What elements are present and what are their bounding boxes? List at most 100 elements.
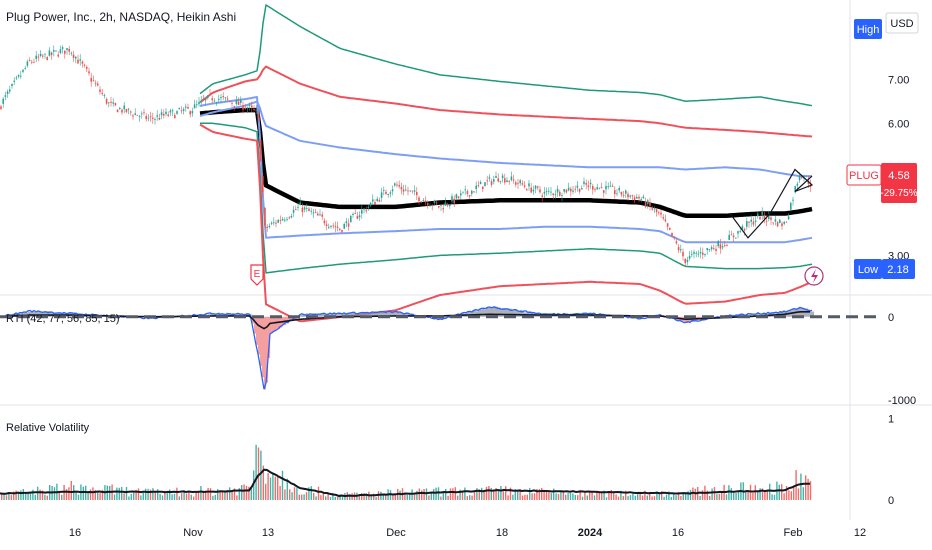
candle-body[interactable]	[578, 188, 581, 192]
candle-body[interactable]	[215, 102, 218, 103]
candle-body[interactable]	[325, 224, 328, 227]
candle-body[interactable]	[618, 188, 620, 191]
candle-body[interactable]	[75, 56, 77, 59]
candle-body[interactable]	[563, 189, 565, 192]
candle-body[interactable]	[114, 102, 117, 106]
candle-body[interactable]	[72, 54, 75, 58]
candle-body[interactable]	[158, 118, 161, 120]
candle-body[interactable]	[127, 108, 130, 110]
candle-body[interactable]	[55, 50, 57, 52]
candle-body[interactable]	[411, 190, 414, 192]
candle-body[interactable]	[605, 185, 607, 190]
candle-body[interactable]	[292, 209, 295, 213]
candle-body[interactable]	[464, 189, 466, 191]
candle-body[interactable]	[334, 226, 337, 228]
candle-body[interactable]	[642, 196, 645, 199]
candle-body[interactable]	[710, 247, 713, 250]
candle-body[interactable]	[204, 99, 207, 101]
candle-body[interactable]	[2, 98, 4, 104]
candle-body[interactable]	[145, 116, 147, 120]
lightning-bolt-icon[interactable]	[804, 266, 824, 286]
candle-body[interactable]	[785, 221, 788, 223]
candle-body[interactable]	[620, 191, 623, 195]
candle-body[interactable]	[699, 252, 702, 254]
candle-body[interactable]	[33, 61, 35, 63]
candle-body[interactable]	[200, 100, 202, 102]
candle-body[interactable]	[226, 98, 229, 100]
candle-body[interactable]	[587, 185, 590, 188]
candle-body[interactable]	[407, 190, 409, 192]
candle-body[interactable]	[442, 208, 444, 210]
candle-body[interactable]	[627, 193, 629, 198]
candle-body[interactable]	[301, 207, 304, 213]
candle-body[interactable]	[310, 210, 312, 212]
candle-body[interactable]	[537, 186, 539, 188]
candle-body[interactable]	[477, 185, 480, 186]
candle-body[interactable]	[629, 195, 631, 197]
candle-body[interactable]	[233, 105, 235, 107]
candle-body[interactable]	[717, 241, 719, 247]
candle-body[interactable]	[686, 259, 689, 263]
candle-body[interactable]	[539, 189, 541, 193]
candle-body[interactable]	[638, 196, 640, 199]
candle-body[interactable]	[776, 222, 779, 227]
candle-body[interactable]	[246, 107, 249, 109]
candle-body[interactable]	[761, 211, 763, 215]
candle-body[interactable]	[180, 110, 183, 112]
candle-body[interactable]	[482, 186, 484, 190]
candle-body[interactable]	[11, 84, 13, 86]
candle-body[interactable]	[323, 220, 326, 224]
candle-body[interactable]	[64, 50, 66, 54]
candle-body[interactable]	[748, 221, 750, 223]
candle-body[interactable]	[440, 205, 442, 206]
candle-body[interactable]	[545, 191, 548, 192]
candle-body[interactable]	[501, 175, 504, 179]
candle-body[interactable]	[224, 97, 227, 99]
candle-body[interactable]	[675, 241, 678, 244]
candle-body[interactable]	[677, 247, 680, 251]
candle-body[interactable]	[726, 244, 728, 246]
candle-body[interactable]	[57, 54, 59, 57]
candle-body[interactable]	[695, 252, 697, 254]
candle-body[interactable]	[728, 234, 730, 240]
candle-body[interactable]	[99, 89, 101, 92]
candle-body[interactable]	[244, 108, 246, 109]
candle-body[interactable]	[664, 219, 667, 222]
vwap-line[interactable]	[199, 107, 813, 218]
candle-body[interactable]	[125, 109, 128, 113]
candle-body[interactable]	[603, 190, 605, 193]
candle-body[interactable]	[317, 213, 319, 216]
candle-body[interactable]	[743, 229, 746, 231]
candle-body[interactable]	[596, 187, 598, 190]
candle-body[interactable]	[530, 187, 532, 193]
candle-body[interactable]	[26, 61, 29, 66]
candle-body[interactable]	[160, 112, 163, 116]
candle-body[interactable]	[640, 199, 642, 200]
candle-body[interactable]	[70, 52, 73, 54]
candle-body[interactable]	[684, 258, 686, 264]
candle-body[interactable]	[176, 111, 178, 114]
candle-body[interactable]	[457, 196, 460, 198]
candle-body[interactable]	[17, 75, 20, 77]
candle-body[interactable]	[449, 204, 451, 207]
candle-body[interactable]	[222, 96, 224, 98]
candle-body[interactable]	[141, 113, 143, 115]
candle-body[interactable]	[418, 197, 420, 202]
candle-body[interactable]	[81, 61, 84, 64]
candle-body[interactable]	[156, 115, 158, 117]
candle-body[interactable]	[66, 48, 68, 50]
candle-body[interactable]	[570, 188, 572, 192]
candle-body[interactable]	[433, 200, 436, 203]
candle-body[interactable]	[138, 116, 141, 118]
candle-body[interactable]	[251, 105, 253, 108]
candle-body[interactable]	[165, 111, 167, 115]
candle-body[interactable]	[737, 231, 739, 234]
candle-body[interactable]	[594, 189, 596, 190]
candle-body[interactable]	[198, 102, 200, 105]
candle-body[interactable]	[4, 95, 7, 97]
candle-body[interactable]	[77, 59, 79, 64]
candle-body[interactable]	[413, 190, 416, 192]
candle-body[interactable]	[585, 183, 587, 185]
candle-body[interactable]	[339, 228, 341, 230]
